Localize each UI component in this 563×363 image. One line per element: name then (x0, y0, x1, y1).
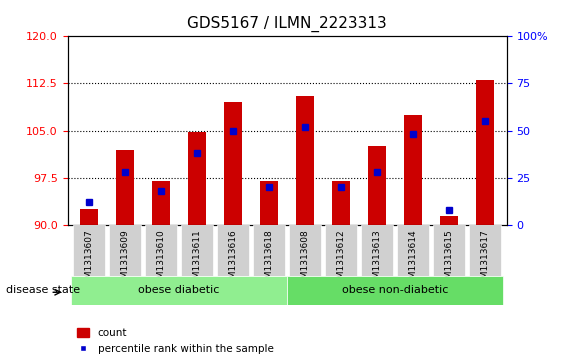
FancyBboxPatch shape (289, 225, 321, 276)
FancyBboxPatch shape (145, 225, 177, 276)
Bar (296, 96, 314, 225)
Bar (80, 209, 98, 225)
Text: GSM1313610: GSM1313610 (157, 229, 166, 290)
Bar (404, 115, 422, 225)
FancyBboxPatch shape (469, 225, 501, 276)
FancyBboxPatch shape (325, 225, 358, 276)
Title: GDS5167 / ILMN_2223313: GDS5167 / ILMN_2223313 (187, 16, 387, 32)
FancyBboxPatch shape (361, 225, 394, 276)
Bar (116, 150, 134, 225)
Text: GSM1313614: GSM1313614 (409, 229, 418, 290)
FancyBboxPatch shape (109, 225, 141, 276)
Bar (440, 216, 458, 225)
Text: GSM1313618: GSM1313618 (265, 229, 274, 290)
Text: GSM1313612: GSM1313612 (337, 229, 346, 290)
FancyBboxPatch shape (287, 276, 503, 305)
Text: GSM1313609: GSM1313609 (120, 229, 129, 290)
Text: GSM1313608: GSM1313608 (301, 229, 310, 290)
Bar (152, 181, 170, 225)
Text: GSM1313615: GSM1313615 (445, 229, 454, 290)
FancyBboxPatch shape (181, 225, 213, 276)
FancyBboxPatch shape (71, 276, 287, 305)
Bar (188, 132, 206, 225)
Text: GSM1313617: GSM1313617 (481, 229, 490, 290)
Bar (332, 181, 350, 225)
Legend: count, percentile rank within the sample: count, percentile rank within the sample (73, 324, 278, 358)
Bar (476, 80, 494, 225)
FancyBboxPatch shape (73, 225, 105, 276)
Text: obese diabetic: obese diabetic (138, 285, 220, 295)
Bar (260, 181, 278, 225)
FancyBboxPatch shape (433, 225, 465, 276)
Text: GSM1313616: GSM1313616 (229, 229, 238, 290)
Text: obese non-diabetic: obese non-diabetic (342, 285, 448, 295)
FancyBboxPatch shape (217, 225, 249, 276)
Text: GSM1313607: GSM1313607 (84, 229, 93, 290)
Bar (224, 102, 242, 225)
FancyBboxPatch shape (397, 225, 430, 276)
Text: disease state: disease state (6, 285, 80, 295)
Text: GSM1313613: GSM1313613 (373, 229, 382, 290)
FancyBboxPatch shape (253, 225, 285, 276)
Bar (368, 146, 386, 225)
Text: GSM1313611: GSM1313611 (193, 229, 202, 290)
